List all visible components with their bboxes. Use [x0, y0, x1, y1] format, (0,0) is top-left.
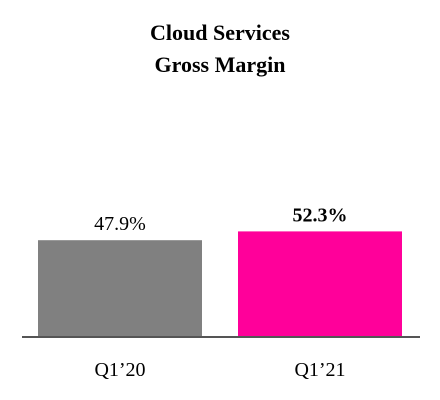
bar-2	[238, 231, 402, 336]
labels-group: 47.9% Q1’20 52.3% Q1’21	[94, 204, 347, 381]
data-label-1: 47.9%	[94, 213, 146, 235]
data-label-2: 52.3%	[293, 204, 348, 226]
chart-title-line-2: Gross Margin	[155, 52, 286, 77]
x-tick-label-1: Q1’20	[94, 359, 145, 381]
bar-1	[38, 240, 202, 336]
bars-group	[38, 231, 402, 336]
x-tick-label-2: Q1’21	[294, 359, 345, 381]
chart-title-line-1: Cloud Services	[150, 20, 290, 45]
